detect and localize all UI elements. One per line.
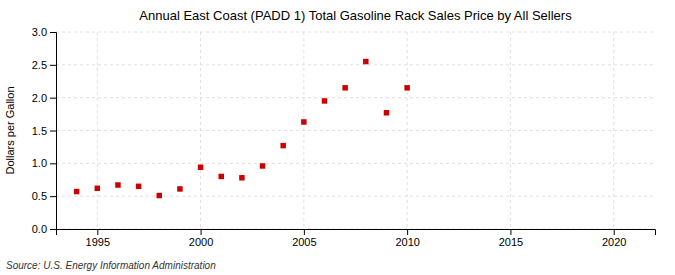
point xyxy=(74,189,79,194)
x-axis-tick: 2020 xyxy=(602,229,626,248)
grid-line-y xyxy=(56,196,655,197)
y-axis-tick: 0.5 xyxy=(32,190,56,202)
x-axis-tick-mark xyxy=(407,229,408,235)
plot-area: 1995 2000 2005 2010 2015 2020 0.0 0.5 1.0 1.5 2.0 2… xyxy=(32,26,656,248)
x-axis-tick-label: 1995 xyxy=(86,236,110,248)
x-axis-tick-label: 2020 xyxy=(602,236,626,248)
x-axis-tick: 2005 xyxy=(292,229,316,248)
grid-line-x xyxy=(97,32,98,229)
x-axis-tick-mark xyxy=(201,229,202,235)
point xyxy=(115,182,120,187)
grid xyxy=(56,32,655,229)
y-axis-tick-mark xyxy=(50,32,56,33)
x-axis-tick-label: 2015 xyxy=(499,236,523,248)
point xyxy=(301,119,306,124)
y-axis-tick-label: 1.5 xyxy=(32,125,47,137)
points xyxy=(74,59,410,198)
y-axis-tick-mark xyxy=(50,131,56,132)
chart-title: Annual East Coast (PADD 1) Total Gasolin… xyxy=(139,8,572,23)
point xyxy=(136,184,141,189)
y-axis-tick-label: 2.5 xyxy=(32,59,47,71)
point xyxy=(342,85,347,90)
point xyxy=(384,110,389,115)
y-axis-tick: 0.0 xyxy=(32,223,56,235)
x-axis-tick-mark xyxy=(97,229,98,235)
point xyxy=(404,85,409,90)
point xyxy=(260,163,265,168)
grid-line-y xyxy=(56,163,655,164)
point xyxy=(95,186,100,191)
x-axis-tick: 2015 xyxy=(499,229,523,248)
source-note: Source: U.S. Energy Information Administ… xyxy=(6,260,216,271)
point xyxy=(198,165,203,170)
y-axis-tick-label: 0.0 xyxy=(32,223,47,235)
grid-line-x xyxy=(510,32,511,229)
grid-line-y xyxy=(56,130,655,131)
y-axis: 0.0 0.5 1.0 1.5 2.0 2.5 3.0 xyxy=(32,26,57,235)
grid-line-y xyxy=(56,64,655,65)
x-axis-tick-mark xyxy=(510,229,511,235)
point xyxy=(363,59,368,64)
y-axis-tick-mark xyxy=(50,163,56,164)
point xyxy=(219,174,224,179)
y-axis-tick-label: 1.0 xyxy=(32,157,47,169)
x-axis-tick-mark xyxy=(304,229,305,235)
point xyxy=(322,98,327,103)
y-axis-tick: 2.5 xyxy=(32,59,56,71)
y-axis-tick-label: 0.5 xyxy=(32,190,47,202)
grid-line-y xyxy=(56,32,655,33)
x-axis-tick-label: 2005 xyxy=(292,236,316,248)
point xyxy=(239,175,244,180)
y-axis-tick-mark xyxy=(50,65,56,66)
point xyxy=(157,193,162,198)
grid-line-y xyxy=(56,97,655,98)
x-axis: 1995 2000 2005 2010 2015 2020 xyxy=(57,229,656,248)
x-axis-tick: 1995 xyxy=(86,229,110,248)
point xyxy=(177,186,182,191)
y-axis-tick-mark xyxy=(50,196,56,197)
y-axis-tick-label: 3.0 xyxy=(32,26,47,38)
x-axis-tick-label: 2000 xyxy=(189,236,213,248)
y-axis-tick: 1.5 xyxy=(32,125,56,137)
x-axis-tick: 2000 xyxy=(189,229,213,248)
x-axis-tick-mark xyxy=(614,229,615,235)
y-axis-domain xyxy=(50,33,57,230)
y-axis-tick-label: 2.0 xyxy=(32,92,47,104)
chart-container: 1995 2000 2005 2010 2015 2020 0.0 0.5 1.0 1.5 2.0 2… xyxy=(0,0,675,275)
x-axis-domain xyxy=(57,230,656,236)
y-axis-title: Dollars per Gallon xyxy=(4,86,16,174)
y-axis-tick-mark xyxy=(50,229,56,230)
chart-svg: 1995 2000 2005 2010 2015 2020 0.0 0.5 1.0 1.5 2.0 2… xyxy=(0,0,675,275)
x-axis-tick-label: 2010 xyxy=(395,236,419,248)
y-axis-tick: 3.0 xyxy=(32,26,56,38)
point xyxy=(280,143,285,148)
y-axis-tick: 2.0 xyxy=(32,92,56,104)
y-axis-tick: 1.0 xyxy=(32,157,56,169)
y-axis-tick-mark xyxy=(50,98,56,99)
x-axis-tick: 2010 xyxy=(395,229,419,248)
